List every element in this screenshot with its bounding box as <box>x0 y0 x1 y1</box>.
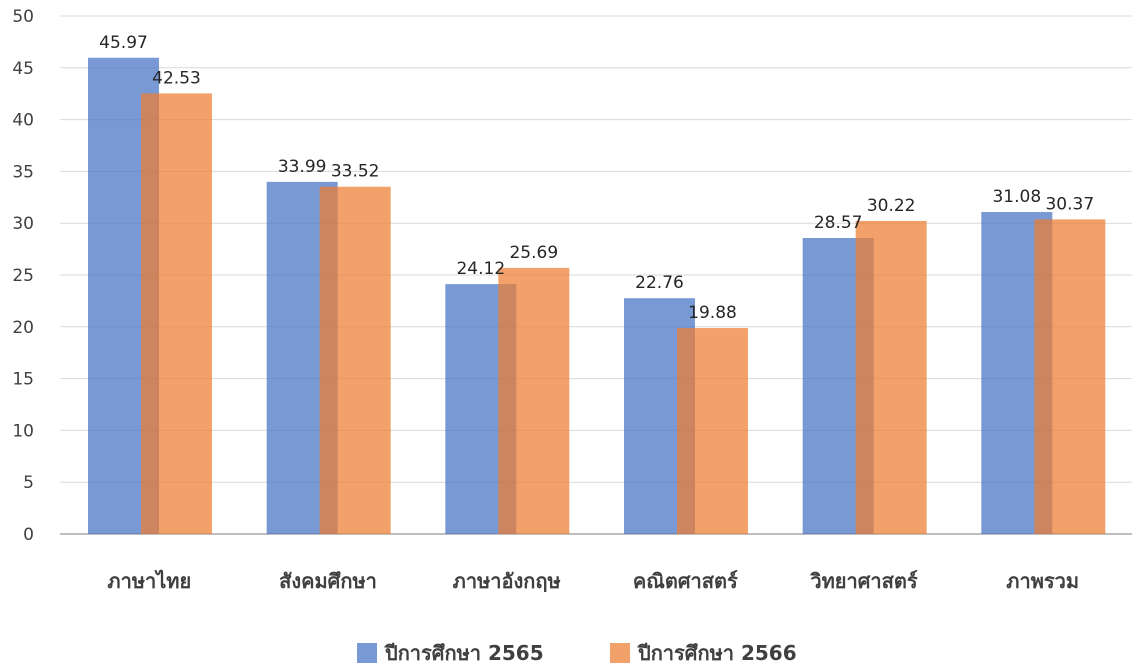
x-category-label: ภาพรวม <box>1006 569 1079 593</box>
x-category-label: ภาษาไทย <box>107 569 191 593</box>
bars <box>88 57 1106 535</box>
data-label: 33.52 <box>331 162 380 182</box>
x-axis-labels: ภาษาไทย สังคมศึกษา ภาษาอังกฤษ คณิตศาสตร์ วิท… <box>107 569 1079 593</box>
data-label: 31.08 <box>992 187 1041 207</box>
legend-swatch <box>357 643 377 663</box>
data-label: 30.22 <box>867 196 916 216</box>
y-tick-label: 5 <box>23 473 34 493</box>
data-label: 25.69 <box>509 243 558 263</box>
data-labels: 45.97 33.99 24.12 22.76 28.57 31.08 42.53 33.52… <box>99 33 1094 323</box>
legend-label: ปีการศึกษา 2566 <box>637 641 797 665</box>
y-tick-label: 25 <box>12 266 34 286</box>
y-tick-label: 35 <box>12 162 34 182</box>
x-category-label: วิทยาศาสตร์ <box>810 569 918 593</box>
legend: ปีการศึกษา 2565 ปีการศึกษา 2566 <box>357 641 797 665</box>
data-label: 45.97 <box>99 33 148 53</box>
legend-swatch <box>610 643 630 663</box>
y-tick-label: 30 <box>12 214 34 234</box>
data-label: 22.76 <box>635 273 684 293</box>
bar-series-2 <box>1034 219 1106 534</box>
bar-series-2 <box>319 186 391 535</box>
bar-series-2 <box>141 93 212 535</box>
y-tick-label: 45 <box>12 59 34 79</box>
data-label: 24.12 <box>456 259 505 279</box>
data-label: 30.37 <box>1045 194 1094 214</box>
data-label: 28.57 <box>814 213 863 233</box>
x-category-label: สังคมศึกษา <box>279 569 377 593</box>
y-tick-label: 0 <box>23 525 34 545</box>
bar-series-2 <box>677 328 748 534</box>
bar-series-2 <box>498 267 570 534</box>
y-tick-label: 15 <box>12 370 34 390</box>
bar-series-2 <box>855 220 927 534</box>
y-tick-label: 20 <box>12 318 34 338</box>
x-category-label: ภาษาอังกฤษ <box>453 569 561 593</box>
data-label: 42.53 <box>152 68 201 88</box>
y-tick-label: 40 <box>12 111 34 131</box>
data-label: 33.99 <box>278 157 327 177</box>
y-tick-label: 50 <box>12 7 34 27</box>
gridlines <box>60 15 1132 535</box>
legend-label: ปีการศึกษา 2565 <box>384 641 544 665</box>
y-tick-label: 10 <box>12 421 34 441</box>
y-axis-ticks: 0 5 10 15 20 25 30 35 40 45 50 <box>12 7 34 545</box>
x-category-label: คณิตศาสตร์ <box>633 569 738 593</box>
data-label: 19.88 <box>688 303 737 323</box>
